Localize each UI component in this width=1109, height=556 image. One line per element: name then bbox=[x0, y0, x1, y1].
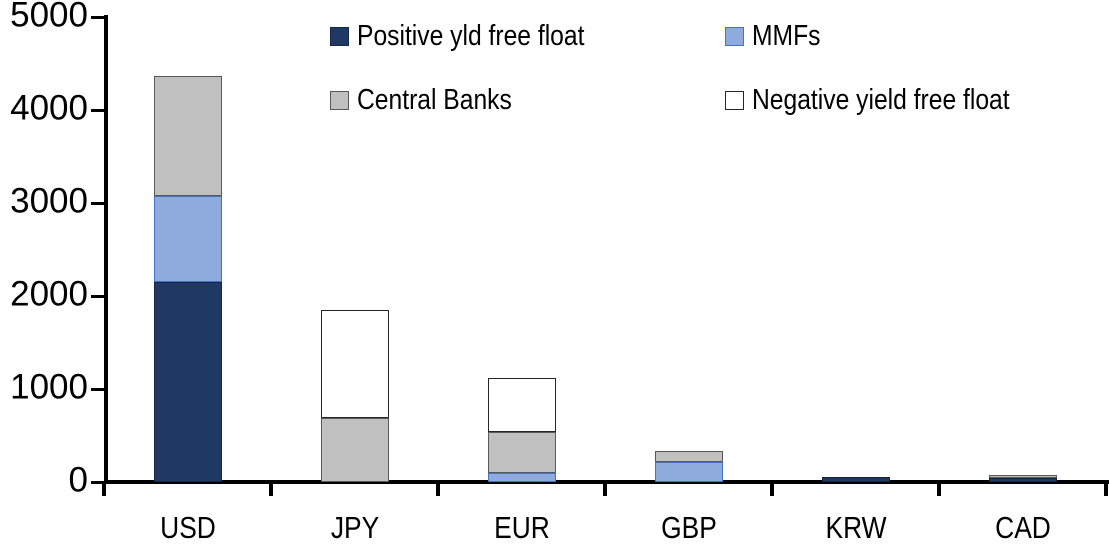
y-tick-label-1000: 1000 bbox=[10, 367, 88, 407]
x-tick-mark-2 bbox=[436, 482, 440, 496]
y-tick-label-2000: 2000 bbox=[10, 274, 88, 314]
y-tick-mark-2000 bbox=[91, 294, 105, 298]
bar-segment-USD-central-banks bbox=[153, 75, 222, 196]
x-tick-mark-1 bbox=[269, 482, 273, 496]
bar-segment-EUR-mmfs bbox=[487, 472, 556, 482]
legend-swatch-icon bbox=[725, 26, 744, 46]
y-tick-mark-3000 bbox=[91, 201, 105, 205]
x-category-label-GBP: GBP bbox=[660, 510, 717, 545]
legend-label: Negative yield free float bbox=[752, 83, 1010, 116]
legend-swatch-icon bbox=[330, 90, 349, 110]
bar-segment-GBP-mmfs bbox=[654, 462, 723, 482]
x-tick-mark-0 bbox=[102, 482, 106, 496]
bar-segment-KRW-positive-yld-free-float bbox=[821, 477, 890, 482]
bar-segment-CAD-positive-yld-free-float bbox=[988, 478, 1057, 482]
bar-segment-CAD-central-banks bbox=[988, 475, 1057, 479]
y-tick-label-3000: 3000 bbox=[10, 181, 88, 221]
bar-segment-USD-mmfs bbox=[153, 195, 222, 283]
bar-segment-GBP-central-banks bbox=[654, 451, 723, 463]
legend-swatch-icon bbox=[330, 26, 349, 46]
legend-item-positive-yld-free-float: Positive yld free float bbox=[330, 19, 625, 52]
y-tick-mark-1000 bbox=[91, 387, 105, 391]
legend-item-mmfs: MMFs bbox=[725, 19, 833, 52]
y-tick-mark-4000 bbox=[91, 108, 105, 112]
x-category-label-JPY: JPY bbox=[330, 510, 379, 545]
x-category-label-CAD: CAD bbox=[994, 510, 1051, 545]
y-tick-label-0: 0 bbox=[68, 460, 88, 500]
legend-swatch-icon bbox=[725, 90, 744, 110]
x-tick-mark-3 bbox=[603, 482, 607, 496]
x-tick-mark-6 bbox=[1104, 482, 1108, 496]
bar-segment-JPY-negative-yield-free-float bbox=[320, 309, 389, 418]
legend-item-central-banks: Central Banks bbox=[330, 83, 539, 116]
y-tick-mark-5000 bbox=[91, 15, 105, 19]
legend-label: MMFs bbox=[752, 19, 821, 52]
bar-segment-USD-positive-yld-free-float bbox=[153, 282, 222, 482]
x-tick-mark-4 bbox=[770, 482, 774, 496]
y-tick-label-5000: 5000 bbox=[10, 0, 88, 35]
y-tick-mark-0 bbox=[91, 480, 105, 484]
y-tick-label-4000: 4000 bbox=[10, 88, 88, 128]
legend-item-negative-yield-free-float: Negative yield free float bbox=[725, 83, 1055, 116]
y-axis-line bbox=[104, 15, 108, 484]
bar-segment-EUR-negative-yield-free-float bbox=[487, 377, 556, 432]
x-category-label-KRW: KRW bbox=[824, 510, 887, 545]
bar-segment-EUR-central-banks bbox=[487, 431, 556, 473]
x-category-label-USD: USD bbox=[159, 510, 216, 545]
bar-segment-JPY-central-banks bbox=[320, 417, 389, 482]
x-tick-mark-5 bbox=[937, 482, 941, 496]
legend-label: Positive yld free float bbox=[357, 19, 585, 52]
x-category-label-EUR: EUR bbox=[493, 510, 550, 545]
legend-label: Central Banks bbox=[357, 83, 512, 116]
